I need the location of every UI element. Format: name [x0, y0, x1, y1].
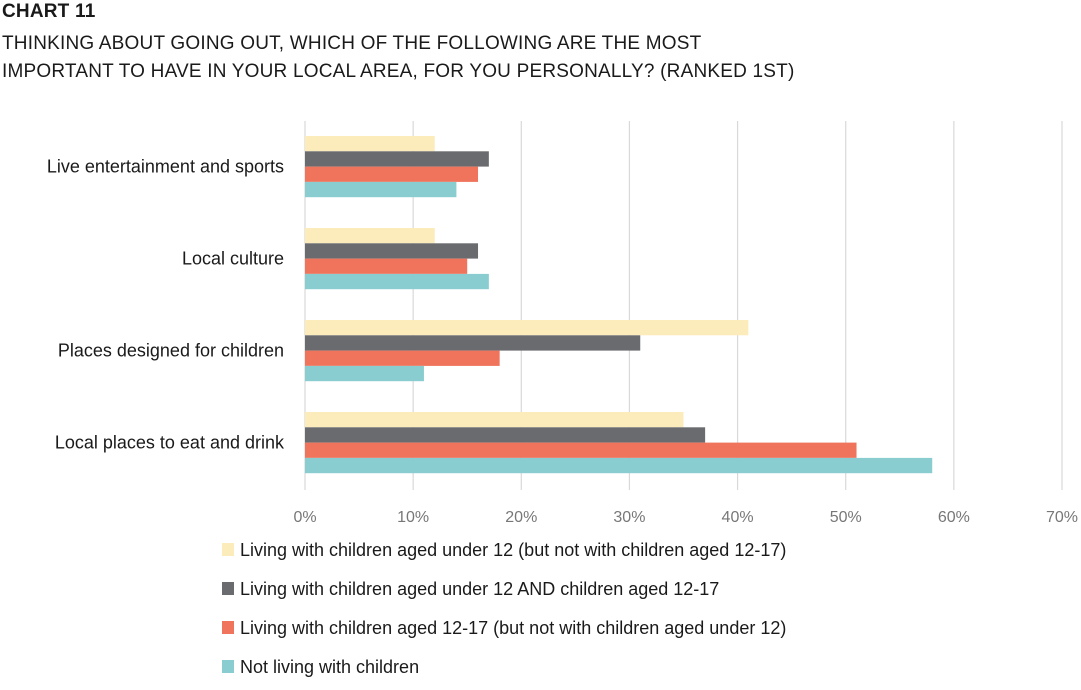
x-tick-label: 50%	[830, 509, 862, 526]
legend-swatch	[222, 582, 234, 595]
bar	[305, 350, 500, 366]
category-label: Live entertainment and sports	[47, 157, 284, 177]
bar	[305, 273, 489, 290]
legend-label: Living with children aged 12-17 (but not…	[240, 618, 786, 638]
bar	[305, 457, 933, 474]
x-axis: 0% 10% 20% 30% 40% 50% 60% 70%	[293, 509, 1078, 526]
bar	[305, 151, 489, 167]
legend-swatch	[222, 543, 234, 556]
category-label: Places designed for children	[58, 341, 284, 361]
legend-label: Living with children aged under 12 (but …	[240, 540, 786, 560]
bar	[305, 412, 684, 428]
chart-title: THINKING ABOUT GOING OUT, WHICH OF THE F…	[2, 30, 1002, 86]
x-tick-label: 30%	[613, 509, 645, 526]
legend: Living with children aged under 12 (but …	[222, 540, 786, 677]
bar	[305, 258, 468, 274]
legend-swatch	[222, 621, 234, 634]
bar	[305, 243, 479, 259]
x-tick-label: 70%	[1046, 509, 1078, 526]
bar	[305, 181, 457, 198]
legend-label: Living with children aged under 12 AND c…	[240, 579, 719, 599]
legend-swatch	[222, 660, 234, 673]
category-label: Local culture	[182, 249, 284, 269]
bar	[305, 335, 641, 351]
bar	[305, 365, 424, 382]
x-tick-label: 20%	[505, 509, 537, 526]
x-tick-label: 60%	[938, 509, 970, 526]
x-tick-label: 40%	[722, 509, 754, 526]
x-tick-label: 10%	[397, 509, 429, 526]
x-tick-label: 0%	[293, 509, 316, 526]
bars	[305, 136, 933, 474]
bar	[305, 442, 857, 458]
legend-label: Not living with children	[240, 657, 419, 677]
category-labels: Live entertainment and sports Local cultu…	[47, 157, 285, 453]
bar	[305, 427, 706, 443]
bar	[305, 166, 479, 182]
chart-label: CHART 11	[2, 1, 96, 22]
bar	[305, 320, 749, 336]
bar	[305, 136, 435, 152]
category-label: Local places to eat and drink	[55, 433, 285, 453]
chart-title-line-2: IMPORTANT TO HAVE IN YOUR LOCAL AREA, FO…	[2, 61, 795, 82]
chart-title-line-1: THINKING ABOUT GOING OUT, WHICH OF THE F…	[2, 33, 702, 54]
bar	[305, 228, 435, 244]
